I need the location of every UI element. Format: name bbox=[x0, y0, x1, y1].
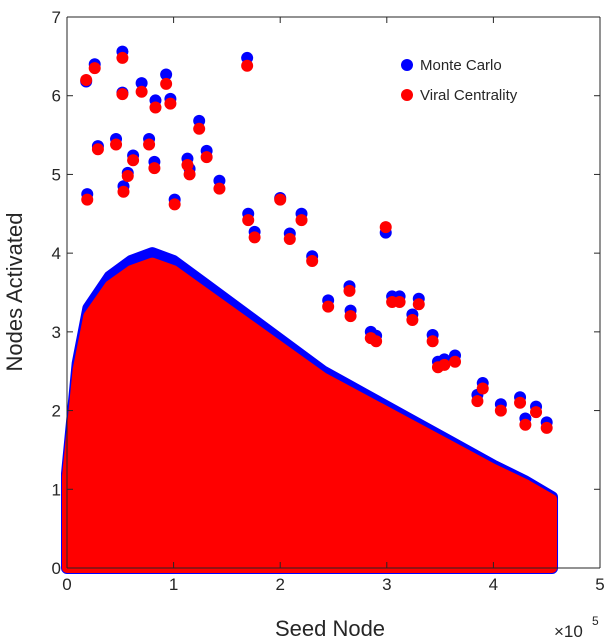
point-viral-centrality bbox=[160, 77, 173, 90]
point-viral-centrality bbox=[248, 231, 261, 244]
x-tick-label: 0 bbox=[62, 575, 71, 594]
point-viral-centrality bbox=[241, 59, 254, 72]
point-viral-centrality bbox=[514, 396, 527, 409]
y-tick-label: 0 bbox=[52, 559, 61, 578]
ticks-layer: 0 1 2 3 4 5 0 1 2 3 4 5 6 7 bbox=[52, 8, 605, 594]
point-viral-centrality bbox=[181, 158, 194, 171]
legend-label-monte-carlo: Monte Carlo bbox=[420, 57, 502, 74]
point-viral-centrality bbox=[110, 138, 123, 151]
point-viral-centrality bbox=[449, 355, 462, 368]
point-viral-centrality bbox=[116, 88, 129, 101]
point-viral-centrality bbox=[164, 97, 177, 110]
y-tick-label: 4 bbox=[52, 244, 61, 263]
point-viral-centrality bbox=[183, 168, 196, 181]
point-viral-centrality bbox=[322, 300, 335, 313]
point-viral-centrality bbox=[242, 214, 255, 227]
point-viral-centrality bbox=[213, 182, 226, 195]
y-tick-label: 3 bbox=[52, 323, 61, 342]
point-viral-centrality bbox=[343, 284, 356, 297]
point-viral-centrality bbox=[476, 382, 489, 395]
point-viral-centrality bbox=[379, 221, 392, 234]
legend-marker-viral-centrality bbox=[401, 89, 413, 101]
x-tick-label: 2 bbox=[275, 575, 284, 594]
x-tick-label: 3 bbox=[382, 575, 391, 594]
point-viral-centrality bbox=[81, 193, 94, 206]
point-viral-centrality bbox=[295, 214, 308, 227]
point-viral-centrality bbox=[80, 73, 93, 86]
point-monte-carlo bbox=[160, 68, 173, 81]
y-tick-label: 2 bbox=[52, 402, 61, 421]
point-viral-centrality bbox=[283, 232, 296, 245]
dense-cloud-viral-centrality bbox=[62, 257, 558, 573]
legend-marker-monte-carlo bbox=[401, 59, 413, 71]
point-viral-centrality bbox=[530, 406, 543, 419]
point-viral-centrality bbox=[193, 122, 206, 135]
point-viral-centrality bbox=[135, 85, 148, 98]
point-viral-centrality bbox=[274, 193, 287, 206]
point-viral-centrality bbox=[116, 51, 129, 64]
point-viral-centrality bbox=[148, 162, 161, 175]
x-tick-label: 1 bbox=[169, 575, 178, 594]
point-viral-centrality bbox=[412, 298, 425, 311]
axes-layer bbox=[66, 16, 601, 569]
x-axis-multiplier: ×10 bbox=[554, 622, 583, 641]
point-viral-centrality bbox=[149, 101, 162, 114]
x-tick-label: 5 bbox=[595, 575, 604, 594]
point-viral-centrality bbox=[121, 170, 134, 183]
x-axis-multiplier-exponent: 5 bbox=[592, 614, 599, 628]
point-viral-centrality bbox=[88, 62, 101, 75]
dense-point-cloud bbox=[61, 247, 559, 574]
point-viral-centrality bbox=[494, 404, 507, 417]
point-viral-centrality bbox=[143, 138, 156, 151]
point-viral-centrality bbox=[386, 295, 399, 308]
x-axis-label: Seed Node bbox=[275, 616, 385, 641]
point-viral-centrality bbox=[344, 310, 357, 323]
legend-label-viral-centrality: Viral Centrality bbox=[420, 87, 518, 104]
point-viral-centrality bbox=[426, 335, 439, 348]
point-viral-centrality bbox=[540, 421, 553, 434]
legend: Monte Carlo Viral Centrality bbox=[401, 57, 518, 104]
point-viral-centrality bbox=[117, 185, 130, 198]
points-layer bbox=[80, 45, 553, 434]
y-tick-label: 1 bbox=[52, 480, 61, 499]
point-viral-centrality bbox=[127, 154, 140, 167]
x-tick-label: 4 bbox=[489, 575, 498, 594]
point-viral-centrality bbox=[91, 143, 104, 156]
point-monte-carlo bbox=[135, 77, 148, 90]
y-tick-label: 6 bbox=[52, 87, 61, 106]
point-viral-centrality bbox=[200, 151, 213, 164]
point-viral-centrality bbox=[406, 314, 419, 327]
point-viral-centrality bbox=[306, 255, 319, 268]
point-viral-centrality bbox=[519, 418, 532, 431]
point-viral-centrality bbox=[168, 198, 181, 211]
y-tick-label: 7 bbox=[52, 8, 61, 27]
point-viral-centrality bbox=[370, 335, 383, 348]
point-viral-centrality bbox=[438, 358, 451, 371]
y-axis-label: Nodes Activated bbox=[2, 213, 27, 372]
y-tick-label: 5 bbox=[52, 165, 61, 184]
point-viral-centrality bbox=[471, 395, 484, 408]
